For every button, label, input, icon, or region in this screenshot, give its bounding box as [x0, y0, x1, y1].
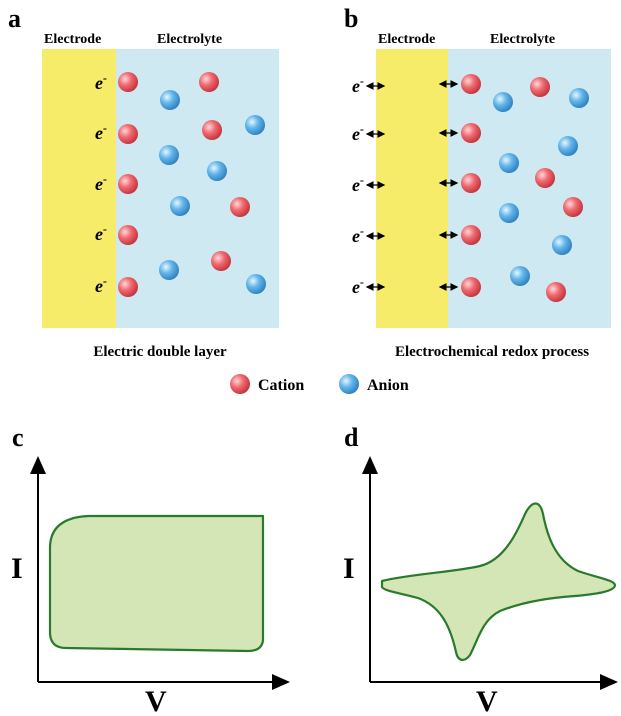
- x-axis-label-d: V: [476, 685, 498, 716]
- panel-b: b Electrode Electrolyte e- e- e- e- e-: [344, 4, 611, 360]
- legend-anion-label: Anion: [367, 377, 409, 394]
- panel-letter-d: d: [344, 423, 359, 452]
- cation: [461, 123, 481, 143]
- electrons-a: e- e- e- e- e-: [95, 71, 107, 296]
- anion: [170, 196, 190, 216]
- electrode-label-b: Electrode: [378, 32, 435, 47]
- electrode-b: [376, 49, 448, 328]
- anion: [207, 161, 227, 181]
- y-axis-label-c: I: [11, 552, 23, 585]
- cation: [118, 124, 138, 144]
- electron-label: e-: [352, 173, 364, 195]
- cation: [461, 173, 481, 193]
- anion: [159, 260, 179, 280]
- cv-rectangular-curve: [48, 514, 265, 653]
- panel-letter-a: a: [8, 4, 21, 33]
- ions-a: [118, 72, 266, 297]
- electrons-b: e- e- e- e- e-: [352, 74, 364, 297]
- legend-cation-swatch: [230, 374, 250, 394]
- ions-b: [461, 74, 589, 302]
- cation: [202, 120, 222, 140]
- cation: [461, 74, 481, 94]
- cation: [199, 72, 219, 92]
- cation: [118, 174, 138, 194]
- cation: [118, 277, 138, 297]
- anion: [499, 203, 519, 223]
- electron-label: e-: [95, 71, 107, 93]
- electron-label: e-: [95, 222, 107, 244]
- legend-anion-swatch: [339, 374, 359, 394]
- electron-label: e-: [95, 172, 107, 194]
- cation: [118, 72, 138, 92]
- electrolyte-label-b: Electrolyte: [490, 32, 555, 47]
- legend: Cation Anion: [230, 374, 409, 394]
- panel-d: d I V: [343, 423, 618, 716]
- cation: [546, 282, 566, 302]
- anion: [245, 115, 265, 135]
- panel-letter-b: b: [344, 4, 358, 33]
- panel-a: a Electrode Electrolyte e- e- e- e- e-: [8, 4, 279, 360]
- cation: [461, 225, 481, 245]
- y-axis-label-d: I: [343, 552, 355, 585]
- caption-b: Electrochemical redox process: [395, 344, 589, 360]
- electrode-label-a: Electrode: [44, 32, 101, 47]
- panel-c: c I V: [11, 423, 290, 716]
- panel-letter-c: c: [12, 423, 24, 452]
- legend-cation-label: Cation: [258, 377, 304, 394]
- x-axis-label-c: V: [145, 685, 167, 716]
- electron-label: e-: [352, 224, 364, 246]
- anion: [558, 136, 578, 156]
- anion: [510, 266, 530, 286]
- electron-label: e-: [352, 74, 364, 96]
- cation: [211, 251, 231, 271]
- anion: [160, 90, 180, 110]
- cation: [535, 168, 555, 188]
- anion: [499, 153, 519, 173]
- anion: [552, 235, 572, 255]
- cation: [563, 197, 583, 217]
- cation: [530, 77, 550, 97]
- cation: [230, 197, 250, 217]
- cation: [461, 277, 481, 297]
- electron-label: e-: [352, 275, 364, 297]
- electron-label: e-: [95, 274, 107, 296]
- anion: [493, 92, 513, 112]
- electron-label: e-: [352, 122, 364, 144]
- caption-a: Electric double layer: [93, 344, 227, 360]
- anion: [246, 274, 266, 294]
- electron-label: e-: [95, 121, 107, 143]
- cation: [118, 225, 138, 245]
- electron-exchange-arrows: [365, 80, 459, 291]
- anion: [159, 145, 179, 165]
- anion: [569, 88, 589, 108]
- cv-redox-curve: [380, 502, 617, 661]
- electrode-a: [42, 49, 116, 328]
- electrolyte-label-a: Electrolyte: [157, 32, 222, 47]
